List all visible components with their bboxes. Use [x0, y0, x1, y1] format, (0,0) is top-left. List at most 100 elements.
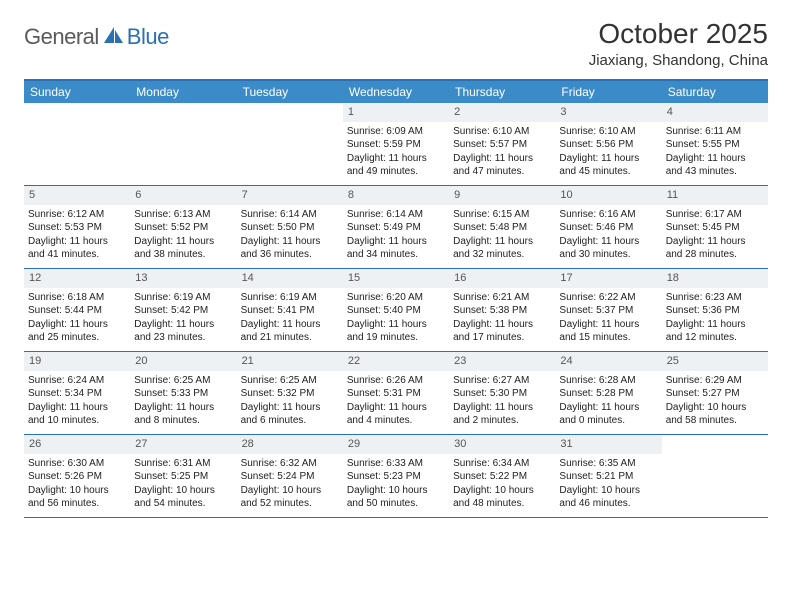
day-cell: 2 Sunrise: 6:10 AMSunset: 5:57 PMDaylight… — [449, 103, 555, 185]
day-cell: 28 Sunrise: 6:32 AMSunset: 5:24 PMDayligh… — [237, 435, 343, 517]
day-number: 3 — [555, 103, 661, 122]
day-number: 16 — [449, 269, 555, 288]
day-info: Sunrise: 6:33 AMSunset: 5:23 PMDaylight:… — [347, 457, 445, 511]
day-cell: 16 Sunrise: 6:21 AMSunset: 5:38 PMDayligh… — [449, 269, 555, 351]
day-info: Sunrise: 6:25 AMSunset: 5:32 PMDaylight:… — [241, 374, 339, 428]
day-info: Sunrise: 6:20 AMSunset: 5:40 PMDaylight:… — [347, 291, 445, 345]
day-number: 2 — [449, 103, 555, 122]
day-info: Sunrise: 6:15 AMSunset: 5:48 PMDaylight:… — [453, 208, 551, 262]
day-cell: 7 Sunrise: 6:14 AMSunset: 5:50 PMDaylight… — [237, 186, 343, 268]
day-number: 17 — [555, 269, 661, 288]
day-number: 30 — [449, 435, 555, 454]
day-cell: 31 Sunrise: 6:35 AMSunset: 5:21 PMDayligh… — [555, 435, 661, 517]
day-number: 27 — [130, 435, 236, 454]
week-row: ...1Sunrise: 6:09 AMSunset: 5:59 PMDayli… — [24, 103, 768, 186]
day-cell: . — [662, 435, 768, 517]
logo-text-blue: Blue — [127, 24, 169, 50]
day-info: Sunrise: 6:34 AMSunset: 5:22 PMDaylight:… — [453, 457, 551, 511]
header: General Blue October 2025 Jiaxiang, Shan… — [24, 18, 768, 69]
day-header-row: SundayMondayTuesdayWednesdayThursdayFrid… — [24, 81, 768, 103]
day-info: Sunrise: 6:10 AMSunset: 5:57 PMDaylight:… — [453, 125, 551, 179]
day-cell: 20 Sunrise: 6:25 AMSunset: 5:33 PMDayligh… — [130, 352, 236, 434]
day-cell: 15 Sunrise: 6:20 AMSunset: 5:40 PMDayligh… — [343, 269, 449, 351]
day-cell: 5 Sunrise: 6:12 AMSunset: 5:53 PMDaylight… — [24, 186, 130, 268]
logo: General Blue — [24, 24, 169, 50]
day-number: 26 — [24, 435, 130, 454]
day-cell: 9 Sunrise: 6:15 AMSunset: 5:48 PMDaylight… — [449, 186, 555, 268]
day-number: 18 — [662, 269, 768, 288]
day-info: Sunrise: 6:11 AMSunset: 5:55 PMDaylight:… — [666, 125, 764, 179]
day-number: 20 — [130, 352, 236, 371]
day-cell: 13 Sunrise: 6:19 AMSunset: 5:42 PMDayligh… — [130, 269, 236, 351]
day-info: Sunrise: 6:28 AMSunset: 5:28 PMDaylight:… — [559, 374, 657, 428]
day-cell: . — [130, 103, 236, 185]
day-cell: 26Sunrise: 6:30 AMSunset: 5:26 PMDayligh… — [24, 435, 130, 517]
day-info: Sunrise: 6:19 AMSunset: 5:41 PMDaylight:… — [241, 291, 339, 345]
calendar: SundayMondayTuesdayWednesdayThursdayFrid… — [24, 79, 768, 518]
day-number: 14 — [237, 269, 343, 288]
day-number: 15 — [343, 269, 449, 288]
day-cell: 3 Sunrise: 6:10 AMSunset: 5:56 PMDaylight… — [555, 103, 661, 185]
day-number: 21 — [237, 352, 343, 371]
page-title: October 2025 — [589, 18, 768, 50]
day-number: 9 — [449, 186, 555, 205]
day-info: Sunrise: 6:22 AMSunset: 5:37 PMDaylight:… — [559, 291, 657, 345]
week-row: 26Sunrise: 6:30 AMSunset: 5:26 PMDayligh… — [24, 435, 768, 518]
day-header-cell: Saturday — [662, 81, 768, 103]
day-cell: . — [237, 103, 343, 185]
day-info: Sunrise: 6:17 AMSunset: 5:45 PMDaylight:… — [666, 208, 764, 262]
day-number: 11 — [662, 186, 768, 205]
day-info: Sunrise: 6:25 AMSunset: 5:33 PMDaylight:… — [134, 374, 232, 428]
day-info: Sunrise: 6:14 AMSunset: 5:49 PMDaylight:… — [347, 208, 445, 262]
day-number: 13 — [130, 269, 236, 288]
day-info: Sunrise: 6:21 AMSunset: 5:38 PMDaylight:… — [453, 291, 551, 345]
day-cell: 12Sunrise: 6:18 AMSunset: 5:44 PMDayligh… — [24, 269, 130, 351]
day-number: 8 — [343, 186, 449, 205]
day-cell: 22Sunrise: 6:26 AMSunset: 5:31 PMDayligh… — [343, 352, 449, 434]
day-cell: 25 Sunrise: 6:29 AMSunset: 5:27 PMDayligh… — [662, 352, 768, 434]
day-info: Sunrise: 6:32 AMSunset: 5:24 PMDaylight:… — [241, 457, 339, 511]
day-cell: 6 Sunrise: 6:13 AMSunset: 5:52 PMDaylight… — [130, 186, 236, 268]
day-number: 6 — [130, 186, 236, 205]
day-number: 19 — [24, 352, 130, 371]
day-cell: 24 Sunrise: 6:28 AMSunset: 5:28 PMDayligh… — [555, 352, 661, 434]
day-number: 7 — [237, 186, 343, 205]
day-cell: 19 Sunrise: 6:24 AMSunset: 5:34 PMDayligh… — [24, 352, 130, 434]
day-number: 22 — [343, 352, 449, 371]
day-info: Sunrise: 6:13 AMSunset: 5:52 PMDaylight:… — [134, 208, 232, 262]
week-row: 12Sunrise: 6:18 AMSunset: 5:44 PMDayligh… — [24, 269, 768, 352]
week-row: 5 Sunrise: 6:12 AMSunset: 5:53 PMDaylight… — [24, 186, 768, 269]
day-number: 28 — [237, 435, 343, 454]
day-info: Sunrise: 6:35 AMSunset: 5:21 PMDaylight:… — [559, 457, 657, 511]
location-label: Jiaxiang, Shandong, China — [589, 52, 768, 69]
day-header-cell: Friday — [555, 81, 661, 103]
logo-text-general: General — [24, 24, 99, 50]
day-info: Sunrise: 6:27 AMSunset: 5:30 PMDaylight:… — [453, 374, 551, 428]
day-number: 29 — [343, 435, 449, 454]
day-info: Sunrise: 6:12 AMSunset: 5:53 PMDaylight:… — [28, 208, 126, 262]
day-info: Sunrise: 6:31 AMSunset: 5:25 PMDaylight:… — [134, 457, 232, 511]
day-info: Sunrise: 6:19 AMSunset: 5:42 PMDaylight:… — [134, 291, 232, 345]
day-cell: 11 Sunrise: 6:17 AMSunset: 5:45 PMDayligh… — [662, 186, 768, 268]
day-header-cell: Monday — [130, 81, 236, 103]
day-info: Sunrise: 6:23 AMSunset: 5:36 PMDaylight:… — [666, 291, 764, 345]
day-info: Sunrise: 6:29 AMSunset: 5:27 PMDaylight:… — [666, 374, 764, 428]
day-number: 31 — [555, 435, 661, 454]
day-cell: 10Sunrise: 6:16 AMSunset: 5:46 PMDayligh… — [555, 186, 661, 268]
day-header-cell: Thursday — [449, 81, 555, 103]
day-info: Sunrise: 6:14 AMSunset: 5:50 PMDaylight:… — [241, 208, 339, 262]
title-block: October 2025 Jiaxiang, Shandong, China — [589, 18, 768, 69]
day-cell: . — [24, 103, 130, 185]
day-number: 4 — [662, 103, 768, 122]
day-number: 24 — [555, 352, 661, 371]
day-header-cell: Wednesday — [343, 81, 449, 103]
day-number: 23 — [449, 352, 555, 371]
day-cell: 27 Sunrise: 6:31 AMSunset: 5:25 PMDayligh… — [130, 435, 236, 517]
day-number: 5 — [24, 186, 130, 205]
day-info: Sunrise: 6:09 AMSunset: 5:59 PMDaylight:… — [347, 125, 445, 179]
day-cell: 30 Sunrise: 6:34 AMSunset: 5:22 PMDayligh… — [449, 435, 555, 517]
day-number: 25 — [662, 352, 768, 371]
day-cell: 18 Sunrise: 6:23 AMSunset: 5:36 PMDayligh… — [662, 269, 768, 351]
day-info: Sunrise: 6:24 AMSunset: 5:34 PMDaylight:… — [28, 374, 126, 428]
day-info: Sunrise: 6:10 AMSunset: 5:56 PMDaylight:… — [559, 125, 657, 179]
